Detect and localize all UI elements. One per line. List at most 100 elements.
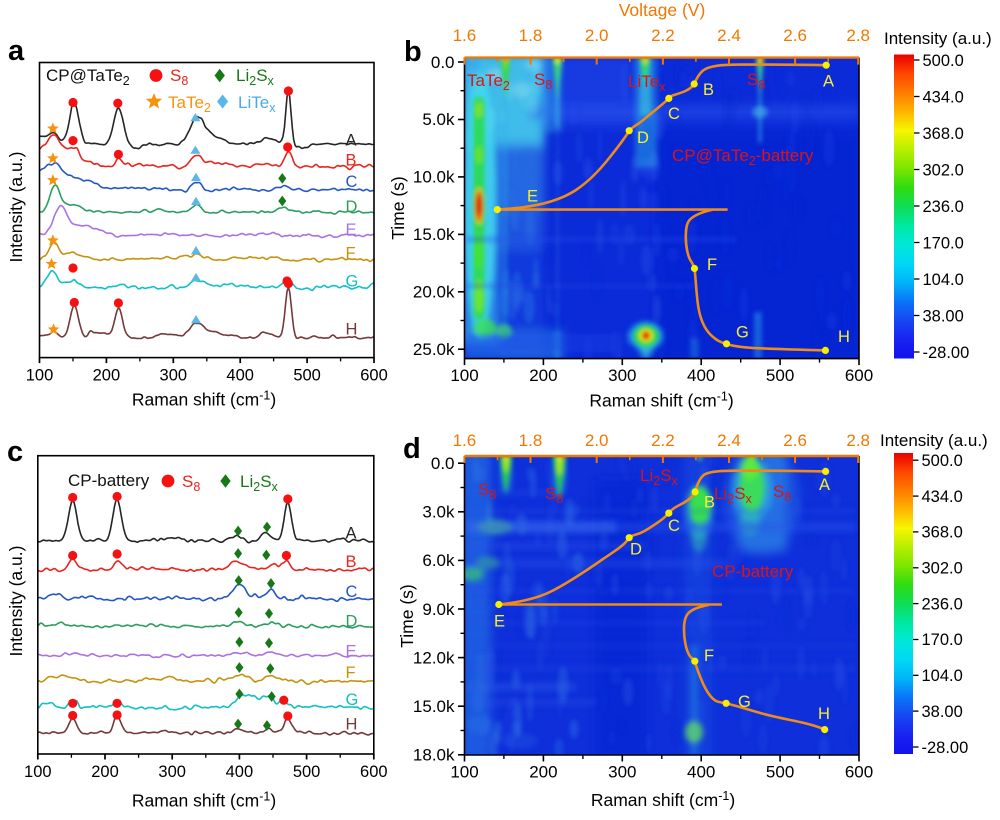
svg-text:100: 100 [24, 763, 52, 781]
svg-text:100: 100 [26, 367, 54, 385]
svg-text:1.8: 1.8 [519, 26, 543, 45]
svg-text:600: 600 [360, 763, 388, 781]
svg-text:B: B [346, 152, 357, 170]
svg-text:-28.00: -28.00 [922, 739, 969, 757]
svg-text:E: E [527, 188, 538, 206]
svg-text:2.4: 2.4 [717, 431, 741, 450]
svg-text:Raman shift (cm-1): Raman shift (cm-1) [132, 790, 276, 811]
svg-text:600: 600 [845, 763, 873, 782]
svg-text:A: A [346, 132, 357, 150]
svg-text:CP@TaTe2: CP@TaTe2 [46, 66, 130, 88]
svg-text:H: H [346, 321, 358, 339]
svg-text:2.8: 2.8 [846, 431, 870, 450]
svg-text:600: 600 [845, 366, 873, 385]
svg-text:600: 600 [360, 367, 388, 385]
svg-text:B: B [704, 494, 715, 512]
svg-text:400: 400 [687, 763, 715, 782]
svg-text:368.0: 368.0 [922, 524, 963, 542]
svg-text:C: C [346, 173, 358, 191]
svg-text:2.0: 2.0 [585, 26, 609, 45]
svg-text:1.6: 1.6 [453, 431, 477, 450]
svg-text:F: F [346, 245, 356, 263]
svg-text:500: 500 [293, 367, 321, 385]
svg-text:1.6: 1.6 [453, 26, 477, 45]
svg-text:236.0: 236.0 [922, 595, 963, 613]
svg-text:0.0: 0.0 [431, 53, 455, 72]
svg-text:c: c [7, 436, 23, 468]
svg-text:C: C [668, 105, 680, 123]
svg-text:500: 500 [293, 763, 321, 781]
svg-text:LiTex: LiTex [238, 93, 276, 115]
svg-text:104.0: 104.0 [922, 667, 963, 685]
svg-text:170.0: 170.0 [923, 234, 964, 252]
svg-text:Raman shift (cm-1): Raman shift (cm-1) [591, 789, 735, 810]
svg-text:400: 400 [687, 366, 715, 385]
svg-text:38.00: 38.00 [922, 703, 963, 721]
svg-text:E: E [346, 643, 357, 661]
svg-text:434.0: 434.0 [923, 88, 964, 106]
svg-text:200: 200 [529, 763, 557, 782]
svg-text:15.0k: 15.0k [413, 225, 455, 244]
svg-text:b: b [404, 36, 422, 68]
svg-text:H: H [818, 705, 830, 723]
svg-text:F: F [707, 256, 717, 274]
svg-text:a: a [8, 35, 25, 67]
svg-text:Li2Sx: Li2Sx [714, 484, 753, 506]
svg-text:400: 400 [226, 367, 254, 385]
svg-text:18.0k: 18.0k [413, 746, 455, 765]
svg-text:200: 200 [529, 366, 557, 385]
svg-text:20.0k: 20.0k [413, 283, 455, 302]
svg-text:500.0: 500.0 [922, 452, 963, 470]
svg-text:2.4: 2.4 [717, 26, 741, 45]
svg-text:TaTe2: TaTe2 [467, 71, 510, 93]
svg-text:300: 300 [608, 366, 636, 385]
svg-text:Li2Sx: Li2Sx [236, 66, 275, 88]
svg-text:F: F [704, 647, 714, 665]
svg-text:9.0k: 9.0k [422, 600, 455, 619]
svg-text:CP-battery: CP-battery [68, 471, 150, 490]
svg-text:2.2: 2.2 [651, 26, 675, 45]
svg-text:12.0k: 12.0k [413, 648, 455, 667]
svg-text:2.8: 2.8 [846, 26, 870, 45]
svg-text:170.0: 170.0 [922, 631, 963, 649]
svg-text:C: C [668, 517, 680, 535]
svg-text:H: H [346, 716, 358, 734]
svg-text:B: B [703, 81, 714, 99]
svg-text:G: G [346, 691, 359, 709]
svg-text:500: 500 [766, 763, 794, 782]
svg-text:C: C [346, 583, 358, 601]
svg-text:Intensity (a.u.): Intensity (a.u.) [880, 431, 988, 450]
svg-text:Raman shift (cm-1): Raman shift (cm-1) [589, 390, 733, 411]
svg-text:F: F [346, 664, 356, 682]
svg-text:10.0k: 10.0k [413, 168, 455, 187]
svg-text:38.00: 38.00 [923, 307, 964, 325]
svg-text:2.0: 2.0 [585, 431, 609, 450]
svg-text:100: 100 [450, 366, 478, 385]
svg-text:-28.00: -28.00 [923, 344, 970, 362]
svg-text:0.0: 0.0 [431, 454, 455, 473]
svg-text:368.0: 368.0 [923, 125, 964, 143]
svg-text:2.6: 2.6 [783, 26, 807, 45]
svg-text:500: 500 [766, 366, 794, 385]
svg-text:D: D [346, 198, 358, 216]
svg-text:200: 200 [93, 367, 121, 385]
svg-text:300: 300 [608, 763, 636, 782]
svg-text:Intensity (a.u.): Intensity (a.u.) [6, 152, 26, 263]
svg-text:500.0: 500.0 [923, 52, 964, 70]
svg-text:400: 400 [226, 763, 254, 781]
svg-text:D: D [346, 613, 358, 631]
svg-text:LiTex: LiTex [628, 72, 666, 94]
svg-text:A: A [346, 525, 357, 543]
svg-text:Raman shift (cm-1): Raman shift (cm-1) [132, 389, 276, 410]
svg-text:Time (s): Time (s) [388, 176, 408, 240]
svg-text:G: G [738, 693, 751, 711]
svg-text:CP@TaTe2-battery: CP@TaTe2-battery [672, 146, 814, 168]
svg-text:G: G [346, 273, 359, 291]
svg-text:Li2Sx: Li2Sx [640, 466, 679, 488]
svg-text:104.0: 104.0 [923, 271, 964, 289]
svg-text:434.0: 434.0 [922, 488, 963, 506]
svg-text:15.0k: 15.0k [413, 697, 455, 716]
svg-text:300: 300 [158, 763, 186, 781]
svg-text:G: G [736, 324, 749, 342]
svg-text:25.0k: 25.0k [413, 340, 455, 359]
